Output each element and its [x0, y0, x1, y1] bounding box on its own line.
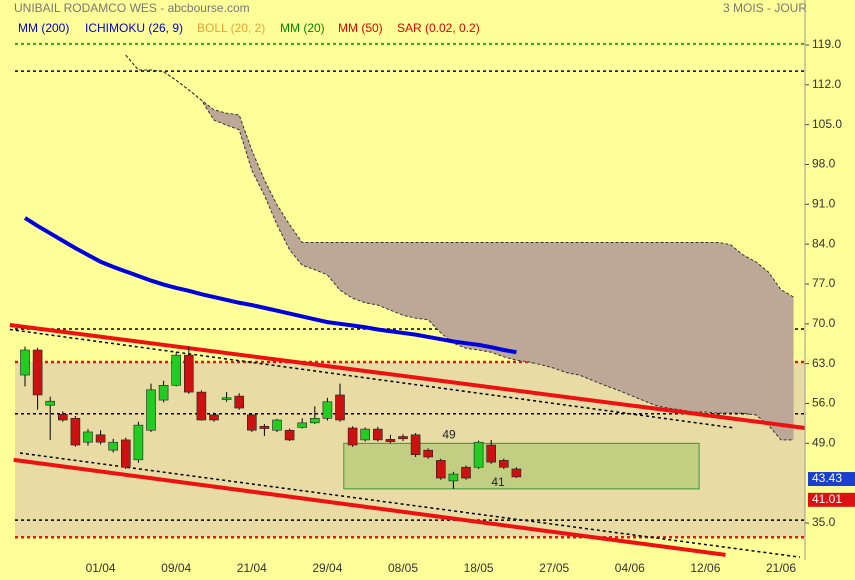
candle-body — [133, 424, 144, 461]
x-tick-label: 27/05 — [539, 561, 569, 575]
candle-body — [461, 466, 471, 479]
candle-body — [83, 431, 93, 443]
chart-title: UNIBAIL RODAMCO WES - abcbourse.com — [14, 1, 250, 15]
x-tick-label: 21/06 — [766, 561, 796, 575]
candle-body — [209, 414, 219, 421]
y-tick-label: 49.0 — [812, 436, 836, 450]
candle-body — [234, 395, 244, 409]
candle-body — [335, 394, 345, 421]
candle-body — [171, 354, 181, 386]
candle-body — [259, 425, 270, 429]
candle-body — [221, 397, 232, 400]
box-label: 41 — [491, 475, 505, 489]
x-tick-label: 01/04 — [86, 561, 116, 575]
candle-body — [435, 460, 446, 479]
trend-line — [13, 457, 726, 557]
candle-body — [196, 391, 207, 421]
y-tick-label: 91.0 — [812, 196, 836, 210]
candle-body — [398, 436, 408, 440]
candle-body — [95, 434, 106, 443]
x-tick-label: 29/04 — [312, 561, 342, 575]
legend-entry: ICHIMOKU (26, 9) — [85, 21, 183, 35]
candle-body — [20, 349, 30, 376]
x-tick-label: 04/06 — [615, 561, 645, 575]
candle-body — [284, 429, 295, 441]
trend-line — [9, 328, 735, 429]
x-tick-label: 08/05 — [388, 561, 418, 575]
cloud-edge — [125, 54, 794, 298]
candle-body — [158, 384, 169, 401]
candle-body — [385, 439, 396, 442]
candle-body — [511, 468, 522, 478]
candle-body — [360, 428, 371, 441]
candle-body — [247, 414, 257, 431]
y-tick-label: 119.0 — [812, 37, 841, 51]
box-label: 49 — [442, 428, 456, 442]
candle-body — [70, 417, 81, 446]
candle-body — [184, 354, 194, 393]
x-tick-label: 21/04 — [237, 561, 267, 575]
price-tag-label: 41.01 — [812, 492, 842, 506]
y-tick-label: 70.0 — [812, 316, 836, 330]
price-tag-label: 43.43 — [812, 471, 842, 485]
candle-body — [423, 449, 434, 458]
candle-body — [146, 389, 156, 431]
x-tick-label: 09/04 — [161, 561, 191, 575]
price-tag — [808, 492, 855, 507]
candle-body — [121, 439, 131, 468]
candle-body — [410, 434, 421, 456]
legend-entry: BOLL (20, 2) — [197, 21, 265, 35]
candle-body — [272, 419, 282, 431]
y-tick-label: 105.0 — [812, 117, 842, 131]
price-tag — [808, 472, 855, 487]
candle-body — [473, 441, 484, 468]
trend-line — [9, 322, 806, 430]
candle-body — [322, 401, 333, 419]
candle-body — [498, 460, 509, 468]
legend-entry: SAR (0.02, 0.2) — [397, 21, 480, 35]
legend-entry: MM (20) — [280, 21, 325, 35]
y-tick-label: 98.0 — [812, 157, 836, 171]
candle-body — [57, 414, 68, 421]
y-tick-label: 77.0 — [812, 276, 836, 290]
ichimoku-cloud — [125, 55, 794, 440]
legend-entry: MM (200) — [18, 21, 69, 35]
range-box — [343, 442, 700, 490]
candle-body — [108, 441, 118, 451]
trend-line — [19, 452, 800, 558]
ma200-line — [23, 216, 517, 355]
candle-body — [486, 444, 497, 463]
x-tick-label: 18/05 — [464, 561, 494, 575]
candle-body — [372, 428, 383, 441]
y-tick-label: 63.0 — [812, 356, 836, 370]
candle-body — [297, 422, 308, 428]
candle-body — [448, 473, 459, 482]
y-tick-label: 112.0 — [812, 77, 841, 91]
candle-body — [347, 427, 358, 446]
legend-entry: MM (50) — [338, 21, 383, 35]
y-tick-label: 84.0 — [812, 236, 836, 250]
y-tick-label: 56.0 — [812, 396, 836, 410]
y-tick-label: 35.0 — [812, 515, 836, 529]
x-tick-label: 12/06 — [690, 561, 720, 575]
candle-body — [32, 349, 43, 396]
chart-subtitle: 3 MOIS - JOUR — [723, 1, 807, 15]
candle-body — [45, 400, 56, 406]
candle-body — [309, 417, 320, 424]
